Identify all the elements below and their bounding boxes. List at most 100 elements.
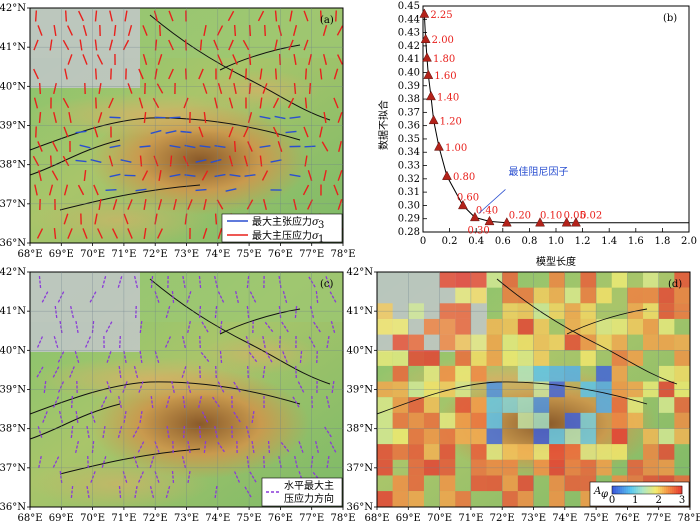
a-phi-cell xyxy=(486,318,503,335)
data-point-marker xyxy=(501,217,512,227)
damping-label: 0.05 xyxy=(564,211,586,222)
a-phi-cell xyxy=(392,318,409,335)
legend-c-line2: 压应力方向 xyxy=(284,492,334,505)
sigma1-bar xyxy=(308,82,312,95)
sigma3-bar xyxy=(229,173,241,178)
sigma1-bar xyxy=(245,68,247,80)
legend-blue-sym: σ xyxy=(312,217,320,228)
a-phi-cell xyxy=(392,334,409,351)
sigma1-bar xyxy=(127,83,133,94)
shmax-arrow xyxy=(201,321,209,333)
sigma1-bar xyxy=(156,83,164,94)
lon-tick-label: 73°E xyxy=(174,513,199,524)
shmax-arrow xyxy=(139,350,143,364)
a-phi-cell xyxy=(627,397,644,413)
sigma3-bar xyxy=(109,144,121,149)
sigma1-bar xyxy=(108,97,114,109)
a-phi-cell xyxy=(486,444,503,460)
sigma1-bar xyxy=(138,97,144,109)
shmax-arrow xyxy=(299,350,303,364)
shmax-arrow xyxy=(187,440,191,454)
sigma1-bar xyxy=(53,24,57,37)
shmax-arrow xyxy=(150,275,154,289)
panel-d: 68°E 69°E 70°E 71°E 72°E 73°E 74°E 75°E 76°E 77°E… xyxy=(347,267,700,524)
panel-b-tag: (b) xyxy=(663,13,677,24)
shmax-arrow xyxy=(282,351,288,363)
sigma1-bar xyxy=(37,25,43,36)
a-phi-cell xyxy=(549,334,565,351)
sigma1-bar xyxy=(233,82,237,95)
shmax-arrow xyxy=(150,395,154,409)
sigma1-bar xyxy=(79,39,83,51)
sigma3-bar xyxy=(304,145,316,148)
faults-d xyxy=(377,278,678,415)
sigma3-bar xyxy=(180,130,192,134)
sigma1-bar xyxy=(338,140,342,153)
lon-tick-label: 74°E xyxy=(205,513,230,524)
sigma1-bar xyxy=(217,54,223,65)
sigma3-bar xyxy=(150,129,162,135)
y-tick-label: 0.34 xyxy=(398,147,420,158)
a-phi-cell xyxy=(423,428,440,445)
sigma1-bar xyxy=(272,126,280,138)
sigma3-bar xyxy=(120,159,132,163)
sigma1-bar xyxy=(67,228,73,239)
sigma1-bar xyxy=(157,228,163,239)
lat-tick-label: 39°N xyxy=(347,385,374,396)
lon-tick-label: 70°E xyxy=(427,513,452,524)
sigma1-bar xyxy=(213,39,219,51)
shmax-arrow xyxy=(90,471,96,483)
shmax-arrow xyxy=(186,381,192,393)
sigma1-bar xyxy=(216,199,224,210)
lon-tick-label: 74°E xyxy=(205,249,230,260)
a-phi-cell xyxy=(377,412,393,429)
a-phi-cell xyxy=(533,397,550,413)
shmax-arrow xyxy=(118,396,122,408)
shmax-arrow xyxy=(69,366,75,378)
y-tick-label: 0.41 xyxy=(398,54,420,65)
lon-tick-label: 69°E xyxy=(396,513,421,524)
lat-tick-label: 37°N xyxy=(0,199,26,210)
shmax-arrow xyxy=(233,411,241,423)
cb-swatch xyxy=(634,486,637,494)
shmax-arrow xyxy=(59,320,63,334)
sigma3-bar xyxy=(195,188,207,192)
sigma1-bar xyxy=(183,155,189,167)
a-phi-cell xyxy=(392,365,409,382)
shmax-arrow xyxy=(123,410,127,424)
shmax-arrow xyxy=(57,291,65,303)
damping-label: 0.02 xyxy=(580,211,602,222)
a-phi-cell xyxy=(455,287,471,304)
a-phi-cell xyxy=(486,475,503,492)
shmax-arrow xyxy=(54,305,58,319)
sigma1-bar xyxy=(97,112,103,123)
sigma1-bar xyxy=(97,228,103,239)
shmax-arrow xyxy=(325,276,331,288)
sigma1-bar xyxy=(274,39,278,51)
data-point-marker xyxy=(561,217,572,227)
a-phi-cell xyxy=(470,428,487,445)
a-phi-cell xyxy=(549,444,565,460)
sigma1-bar xyxy=(34,10,38,22)
sigma1-bar xyxy=(233,140,237,153)
shmax-arrow xyxy=(101,456,107,468)
sigma1-bar xyxy=(203,111,207,124)
sigma3-bar xyxy=(139,145,151,148)
a-phi-cell xyxy=(580,272,597,288)
sigma1-bar xyxy=(277,141,283,152)
sigma1-bar xyxy=(248,53,252,66)
lon-tick-label: 69°E xyxy=(49,249,74,260)
a-phi-cell xyxy=(455,428,471,445)
a-phi-cell xyxy=(377,444,393,460)
shmax-arrow xyxy=(71,395,73,409)
a-phi-cell xyxy=(455,318,471,335)
a-phi-cell xyxy=(377,318,393,335)
a-phi-cell xyxy=(517,365,534,382)
sigma1-bar xyxy=(185,39,187,51)
a-phi-cell xyxy=(627,412,644,429)
sigma3-bar xyxy=(199,145,211,148)
a-phi-cell xyxy=(423,365,440,382)
shmax-arrow xyxy=(117,276,123,288)
cb-swatch xyxy=(632,486,635,494)
shmax-arrow xyxy=(198,425,202,439)
